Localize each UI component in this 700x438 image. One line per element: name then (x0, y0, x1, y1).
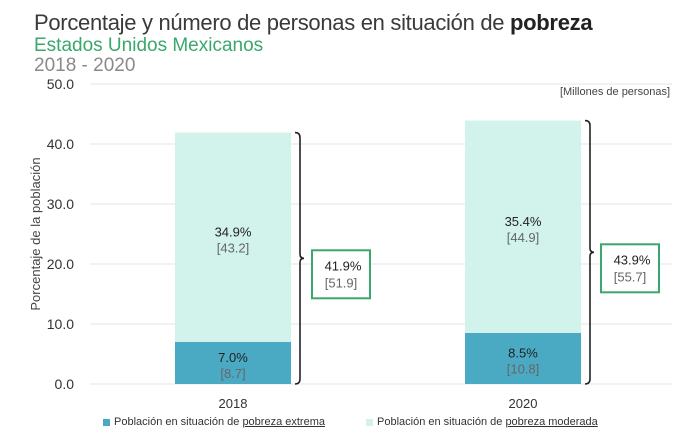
title-bold-text: pobreza (510, 10, 593, 35)
y-tick-label: 50.0 (47, 76, 74, 92)
total-box (311, 249, 371, 300)
legend-item-moderate: Población en situación de pobreza modera… (366, 416, 598, 428)
total-label-percent: 43.9% (614, 252, 651, 267)
bar-moderate (465, 120, 581, 333)
chart-years: 2018 - 2020 (34, 55, 136, 76)
data-label-millions: [10.8] (507, 362, 540, 377)
units-note: [Millones de personas] (559, 86, 670, 98)
total-brace (294, 131, 305, 385)
chart-title: Porcentaje y número de personas en situa… (34, 10, 593, 36)
total-label-millions: [55.7] (614, 269, 647, 284)
y-tick-label: 0.0 (55, 376, 75, 392)
total-brace (584, 119, 595, 385)
data-label-millions: [44.9] (507, 230, 540, 245)
total-label-millions: [51.9] (325, 275, 358, 290)
data-label-millions: [43.2] (217, 240, 250, 255)
legend-swatch-moderate (366, 418, 373, 426)
y-axis-label: Porcentaje de la población (28, 157, 43, 310)
total-label-percent: 41.9% (325, 258, 362, 273)
y-tick-label: 40.0 (47, 136, 74, 152)
bar-moderate (175, 132, 291, 342)
legend-label-extreme: Población en situación de pobreza extrem… (114, 416, 325, 428)
data-label-millions: [8.7] (220, 366, 245, 381)
data-label-percent: 7.0% (218, 350, 248, 365)
chart-subtitle: Estados Unidos Mexicanos (34, 35, 264, 56)
data-label-percent: 8.5% (508, 346, 538, 361)
legend-item-extreme: Población en situación de pobreza extrem… (103, 416, 325, 428)
y-tick-label: 20.0 (47, 256, 74, 272)
legend-label-moderate: Población en situación de pobreza modera… (377, 416, 598, 428)
y-tick-label: 30.0 (47, 196, 74, 212)
total-box (600, 243, 660, 294)
legend-swatch-extreme (103, 418, 110, 426)
bar-extreme (465, 333, 581, 384)
bar-extreme (175, 342, 291, 384)
y-tick-label: 10.0 (47, 316, 74, 332)
x-tick-label: 2018 (219, 396, 248, 411)
title-text: Porcentaje y número de personas en situa… (34, 10, 511, 35)
data-label-percent: 35.4% (505, 214, 542, 229)
data-label-percent: 34.9% (215, 224, 252, 239)
x-tick-label: 2020 (509, 396, 538, 411)
